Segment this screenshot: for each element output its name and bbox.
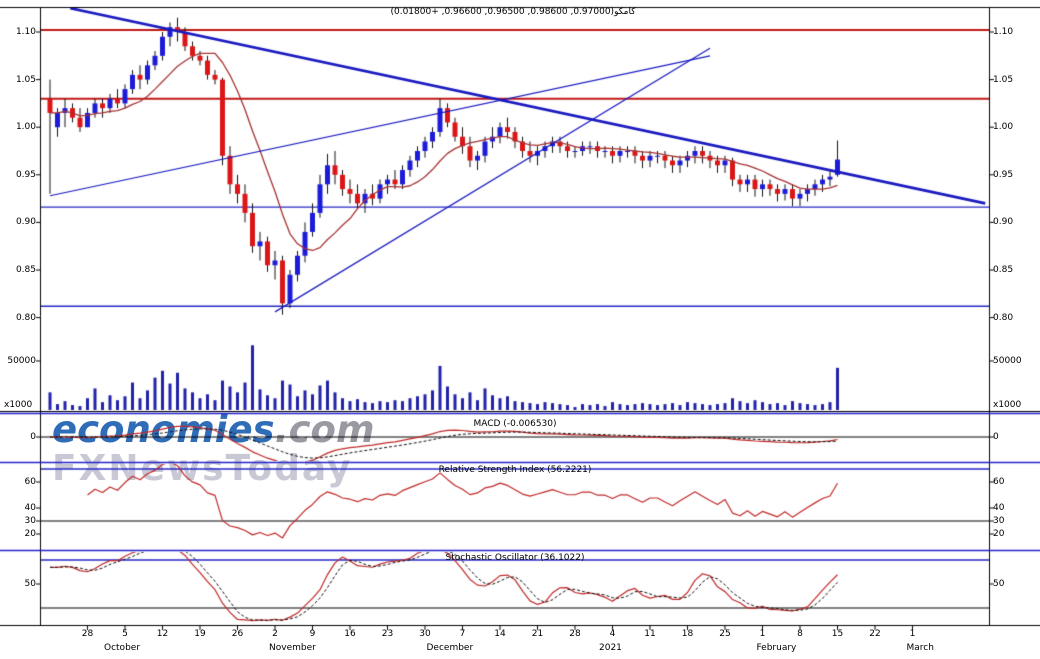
rsi-title: Relative Strength Index (56.2221) [438, 465, 592, 475]
price-axis-label: 1.00 [15, 122, 36, 133]
date-tick-label: 5 [122, 629, 128, 639]
symbol-name: كامكو [614, 7, 636, 17]
date-tick-label: 12 [156, 629, 169, 639]
price-axis-label: 0.85 [15, 265, 36, 275]
date-tick-label: 14 [494, 629, 506, 639]
date-tick-label: 4 [609, 629, 616, 639]
date-tick-label: 23 [381, 629, 394, 639]
macd-axis-label: 0 [993, 432, 999, 442]
stoch-title: Stochastic Oscillator (36.1022) [445, 553, 585, 563]
price-axis-label: 1.10 [15, 27, 36, 37]
price-axis-label: 0.95 [993, 169, 1014, 180]
rsi-axis-label: 20 [993, 529, 1005, 539]
date-tick-label: 16 [344, 629, 356, 639]
rsi-axis-label: 40 [24, 503, 36, 513]
price-axis-label: 0.80 [993, 312, 1014, 323]
date-tick-label: 15 [831, 629, 844, 639]
price-axis-label: 1.05 [993, 74, 1014, 85]
stoch-axis-label: 50 [24, 579, 36, 589]
rsi-axis-label: 40 [993, 503, 1005, 513]
date-tick-label: 1 [909, 629, 916, 639]
date-tick-label: 22 [869, 629, 881, 639]
price-axis-label: 0.80 [15, 312, 36, 323]
x1000-scale-label: x1000 [4, 400, 33, 410]
price-axis-label: 0.90 [993, 217, 1014, 228]
rsi-axis-label: 20 [24, 529, 36, 539]
rsi-axis-label: 30 [24, 516, 36, 526]
month-label: 2021 [599, 643, 622, 653]
price-axis-label: 1.00 [993, 122, 1014, 133]
price-axis-label: 1.05 [15, 74, 36, 85]
volume-axis-label: 50000 [993, 355, 1022, 366]
date-tick-label: 1 [759, 629, 766, 639]
rsi-axis-label: 30 [993, 516, 1005, 526]
date-tick-label: 8 [797, 629, 803, 639]
price-axis-label: 0.95 [15, 169, 36, 180]
month-label: November [269, 643, 316, 653]
volume-axis-label: 50000 [7, 355, 36, 366]
macd-axis-label: 0 [30, 432, 36, 442]
date-tick-label: 7 [459, 629, 466, 639]
ohlc-quote: (0.97000, 0.98600, 0.96500, 0.96600, +0.… [390, 7, 615, 17]
stoch-axis-label: 50 [993, 579, 1005, 589]
x1000-scale-label: x1000 [993, 400, 1022, 410]
month-label: December [426, 643, 474, 653]
date-tick-label: 19 [194, 629, 206, 639]
price-axis-label: 0.90 [15, 217, 36, 228]
date-tick-label: 11 [644, 629, 656, 639]
date-tick-label: 2 [272, 629, 278, 639]
month-label: October [104, 643, 141, 653]
date-tick-label: 30 [419, 629, 431, 639]
date-tick-label: 25 [719, 629, 731, 639]
date-tick-label: 26 [231, 629, 244, 639]
date-tick-label: 9 [309, 629, 316, 639]
price-axis-label: 0.85 [993, 265, 1014, 275]
rsi-axis-label: 60 [993, 477, 1005, 487]
macd-title: MACD (-0.006530) [473, 419, 557, 429]
month-label: February [756, 643, 797, 653]
quote-header: كامكو(0.97000, 0.98600, 0.96500, 0.96600… [40, 7, 990, 17]
date-tick-label: 28 [81, 629, 94, 639]
date-tick-label: 18 [681, 629, 694, 639]
rsi-axis-label: 60 [24, 477, 36, 487]
date-tick-label: 28 [569, 629, 581, 639]
price-axis-label: 1.10 [993, 27, 1014, 37]
date-tick-label: 21 [531, 629, 544, 639]
month-label: March [906, 643, 934, 653]
